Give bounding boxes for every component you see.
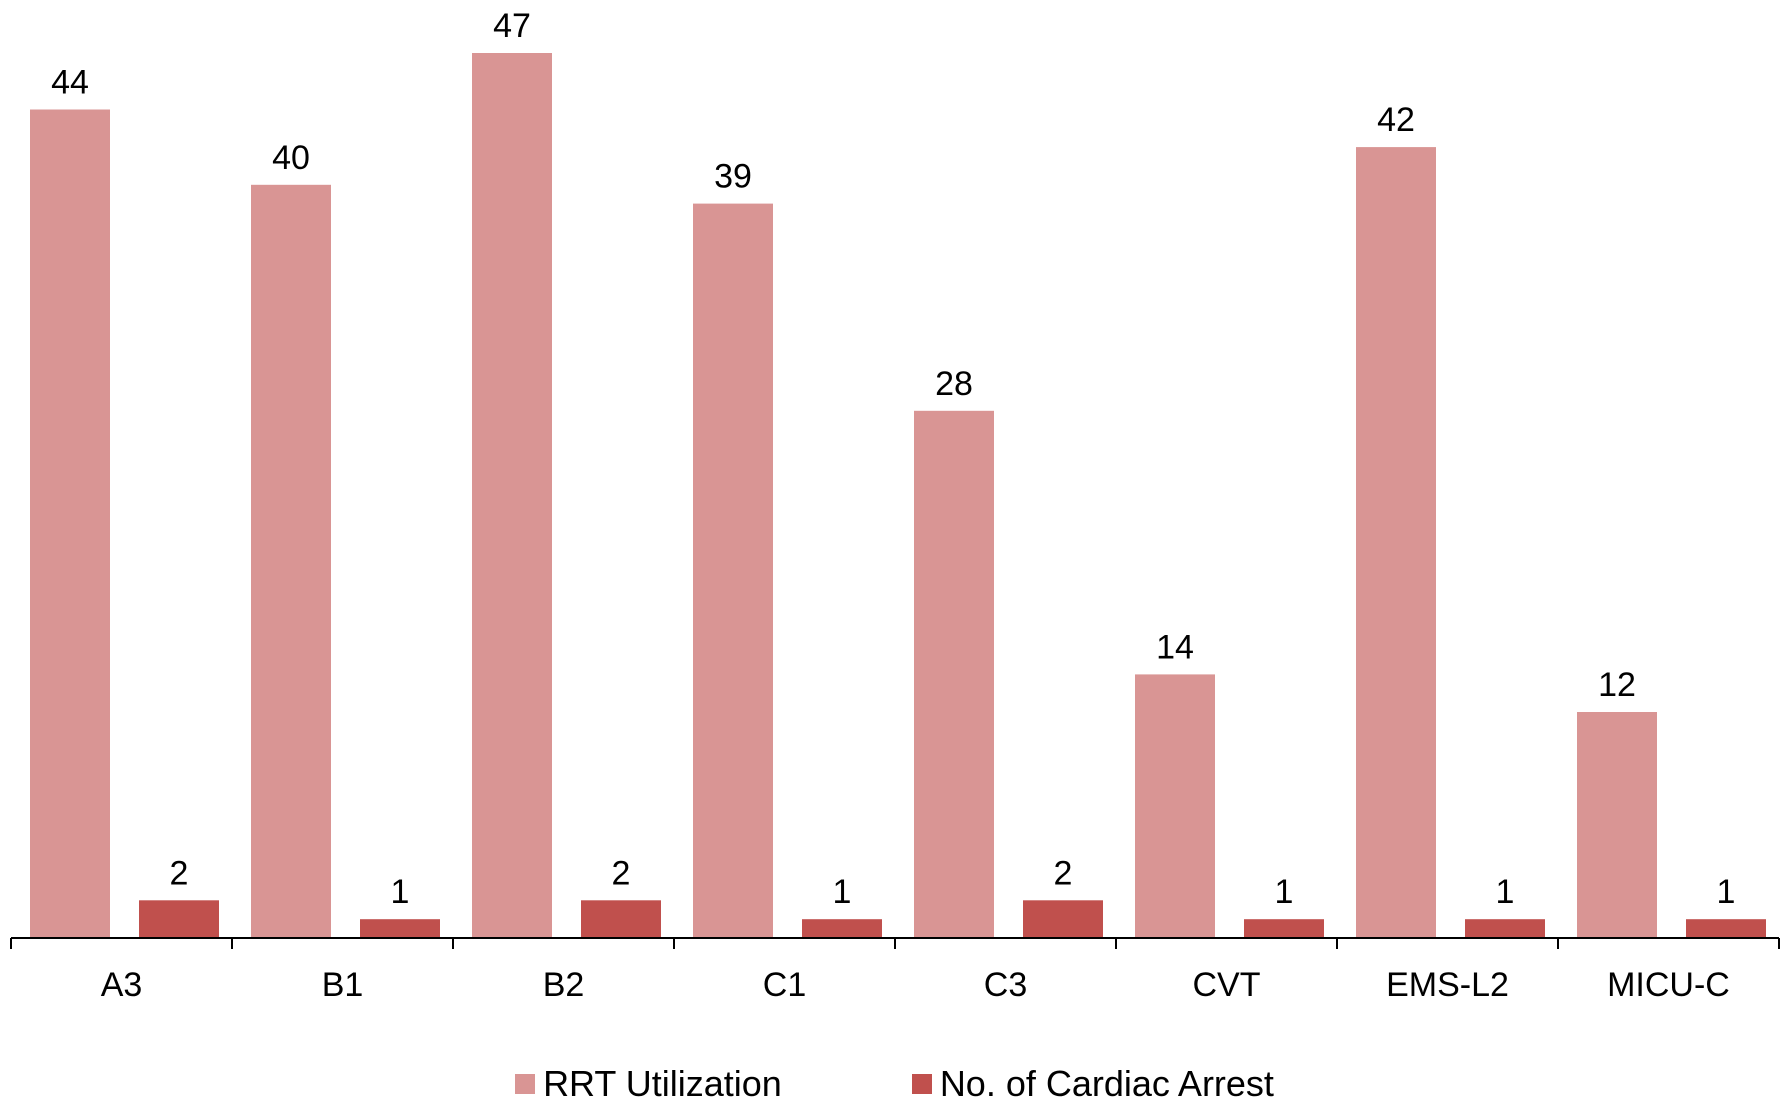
x-axis-labels: A3 B1 B2 C1 C3 CVT EMS-L2 MICU-C xyxy=(101,966,1730,1004)
x-tick-label-ems-l2: EMS-L2 xyxy=(1386,966,1509,1004)
x-tick-label-micu-c: MICU-C xyxy=(1607,966,1730,1004)
bar-rrt-utilization-c1 xyxy=(693,203,773,939)
x-tick-label-a3: A3 xyxy=(101,966,143,1004)
data-label-no-of-cardiac-arrest-ems-l2: 1 xyxy=(1496,873,1515,911)
bar-rrt-utilization-c3 xyxy=(914,410,994,938)
legend-item-cardiac-arrest: No. of Cardiac Arrest xyxy=(911,1062,1274,1105)
bar-no-of-cardiac-arrest-b1 xyxy=(360,919,440,938)
data-labels-layer: 44 2 40 1 47 2 39 1 28 2 14 1 42 1 12 1 xyxy=(51,7,1735,911)
bar-no-of-cardiac-arrest-micu-c xyxy=(1686,919,1766,938)
bar-no-of-cardiac-arrest-c1 xyxy=(802,919,882,938)
legend-label-rrt-utilization: RRT Utilization xyxy=(543,1062,782,1104)
x-tick-label-c1: C1 xyxy=(763,966,806,1004)
bar-no-of-cardiac-arrest-a3 xyxy=(139,900,219,938)
bar-rrt-utilization-ems-l2 xyxy=(1356,147,1436,939)
x-tick-label-c3: C3 xyxy=(984,966,1027,1004)
bar-no-of-cardiac-arrest-ems-l2 xyxy=(1465,919,1545,938)
bar-no-of-cardiac-arrest-c3 xyxy=(1023,900,1103,938)
data-label-rrt-utilization-b2: 47 xyxy=(493,7,531,45)
legend-item-rrt-utilization: RRT Utilization xyxy=(515,1063,782,1105)
legend-swatch-cardiac-arrest xyxy=(911,1073,932,1094)
data-label-no-of-cardiac-arrest-c3: 2 xyxy=(1054,854,1073,892)
bar-rrt-utilization-b2 xyxy=(472,53,552,938)
data-label-rrt-utilization-cvt: 14 xyxy=(1156,628,1194,666)
data-label-rrt-utilization-ems-l2: 42 xyxy=(1377,101,1415,139)
bar-rrt-utilization-micu-c xyxy=(1577,712,1657,938)
x-tick-label-cvt: CVT xyxy=(1193,966,1261,1004)
data-label-no-of-cardiac-arrest-micu-c: 1 xyxy=(1717,873,1736,911)
legend: RRT Utilization No. of Cardiac Arrest xyxy=(0,1062,1789,1105)
data-label-rrt-utilization-a3: 44 xyxy=(51,64,89,102)
data-label-rrt-utilization-micu-c: 12 xyxy=(1598,666,1636,704)
data-label-rrt-utilization-c3: 28 xyxy=(935,365,973,403)
data-label-no-of-cardiac-arrest-b2: 2 xyxy=(612,854,631,892)
data-label-no-of-cardiac-arrest-a3: 2 xyxy=(170,854,189,892)
data-label-no-of-cardiac-arrest-cvt: 1 xyxy=(1275,873,1294,911)
bars-layer xyxy=(30,53,1766,939)
x-tick-label-b2: B2 xyxy=(543,966,585,1004)
legend-label-cardiac-arrest: No. of Cardiac Arrest xyxy=(939,1062,1274,1104)
data-label-no-of-cardiac-arrest-b1: 1 xyxy=(391,873,410,911)
data-label-no-of-cardiac-arrest-c1: 1 xyxy=(833,873,852,911)
data-label-rrt-utilization-c1: 39 xyxy=(714,158,752,196)
legend-swatch-rrt-utilization xyxy=(515,1073,536,1094)
bar-rrt-utilization-cvt xyxy=(1135,674,1215,938)
x-axis-ticks xyxy=(10,938,1780,949)
bar-rrt-utilization-b1 xyxy=(251,184,331,939)
bar-no-of-cardiac-arrest-cvt xyxy=(1244,919,1324,938)
bar-no-of-cardiac-arrest-b2 xyxy=(581,900,661,938)
data-label-rrt-utilization-b1: 40 xyxy=(272,139,310,177)
x-tick-label-b1: B1 xyxy=(322,966,364,1004)
bar-rrt-utilization-a3 xyxy=(30,109,110,938)
